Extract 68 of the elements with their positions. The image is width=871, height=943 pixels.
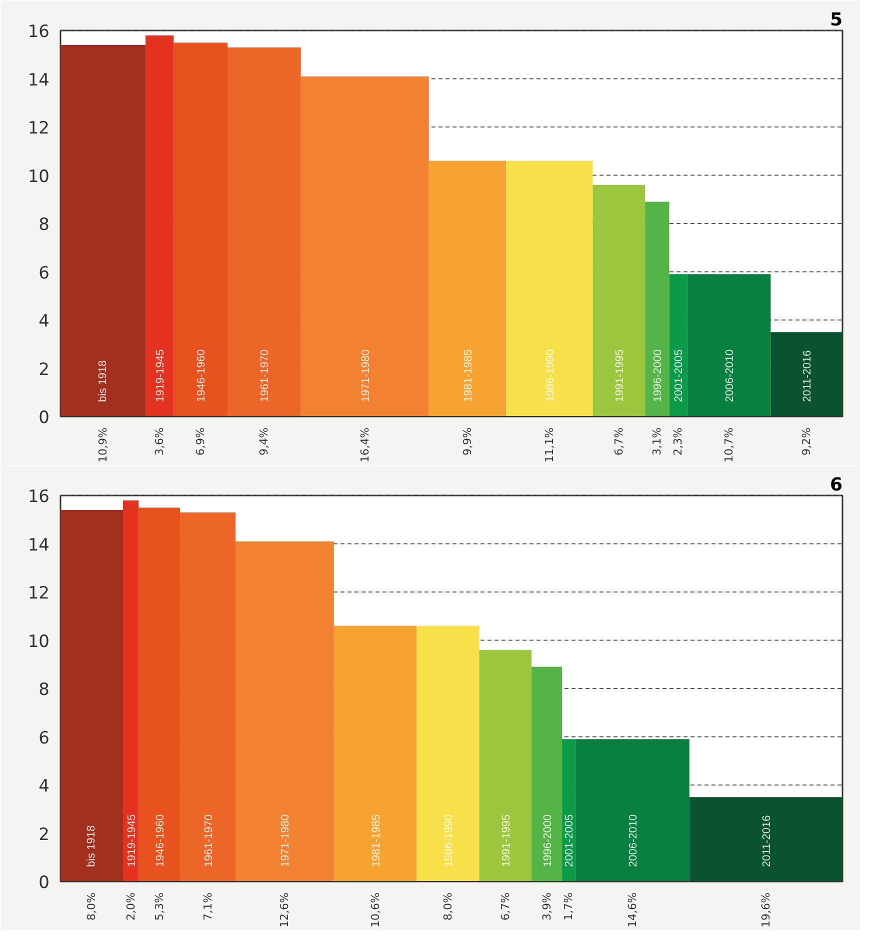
y-tick-label: 10 <box>28 632 50 652</box>
text: 16,4% <box>358 427 372 462</box>
text: 9,9% <box>461 427 474 456</box>
y-tick-label: 12 <box>28 584 50 604</box>
y-tick-label: 6 <box>38 263 50 284</box>
x-tick-label: 1996-2000 <box>542 814 554 868</box>
y-tick-label: 14 <box>28 535 50 556</box>
annotation: 5 <box>830 10 843 30</box>
x-tick-label: 2011-2016 <box>802 350 814 402</box>
text: 10,7% <box>722 427 736 462</box>
x-tick-label: 2006-2010 <box>724 349 736 402</box>
x-tick-label: 1981-1985 <box>370 814 382 868</box>
y-tick-label: 0 <box>38 408 50 428</box>
x-tick-label: 2001-2005 <box>673 349 686 402</box>
text: 6,9% <box>194 427 208 456</box>
text: 5,3% <box>152 892 166 920</box>
text: 2,3% <box>672 427 685 456</box>
x-tick-label: 1991-1995 <box>614 349 626 402</box>
x-tick-label: 1919-1945 <box>154 349 167 402</box>
y-tick-label: 0 <box>38 873 50 893</box>
y-tick-label: 8 <box>38 680 50 700</box>
x-tick-label: 1971-1980 <box>280 814 292 868</box>
y-tick-label: 2 <box>38 824 50 845</box>
y-tick-label: 10 <box>28 166 50 187</box>
text: 3,9% <box>540 892 554 920</box>
text: 12,6% <box>278 892 292 928</box>
x-tick-label: 1981-1985 <box>462 349 474 402</box>
y-tick-label: 16 <box>28 22 50 42</box>
y-tick-label: 14 <box>28 70 50 90</box>
text: 6,7% <box>498 892 512 920</box>
x-tick-label: 1961-1970 <box>202 814 215 868</box>
x-tick-label: 1986-1990 <box>544 349 556 402</box>
x-tick-label: 1996-2000 <box>652 349 664 402</box>
text: 7,1% <box>201 892 214 920</box>
x-tick-label: 2011-2016 <box>760 815 773 868</box>
x-tick-label: 1946-1960 <box>154 814 166 868</box>
y-tick-label: 8 <box>38 215 50 235</box>
y-tick-label: 16 <box>28 487 50 507</box>
text: 9,2% <box>800 427 814 456</box>
text: 14,6% <box>626 892 639 928</box>
text: 8,0% <box>441 892 454 920</box>
text: 1,7% <box>562 892 576 920</box>
y-tick-label: 6 <box>38 728 50 748</box>
y-tick-label: 2 <box>38 360 50 380</box>
y-tick-label: 4 <box>38 312 50 332</box>
x-tick-label: 1961-1970 <box>259 349 272 402</box>
y-tick-label: 4 <box>38 776 50 796</box>
text: 10,6% <box>368 892 382 928</box>
x-tick-label: 1919-1945 <box>126 814 138 868</box>
text: 8,0% <box>85 892 98 920</box>
text: 6,7% <box>612 427 626 456</box>
x-tick-label: 1971-1980 <box>360 349 372 402</box>
text: 3,6% <box>153 427 166 456</box>
text: 19,6% <box>759 892 772 928</box>
text: 10,9% <box>96 427 110 462</box>
x-tick-label: 2001-2005 <box>564 814 576 868</box>
x-tick-label: 1991-1995 <box>500 814 512 868</box>
x-tick-label: 1986-1990 <box>442 814 455 868</box>
text: 11,1% <box>542 427 556 462</box>
annotation: 6 <box>830 474 843 496</box>
text: 9,4% <box>258 427 271 456</box>
text: 3,1% <box>650 427 664 456</box>
x-tick-label: 2006-2010 <box>627 814 640 868</box>
y-tick-label: 12 <box>28 118 50 138</box>
x-tick-label: bis 1918 <box>97 360 110 402</box>
text: 2,0% <box>124 892 138 920</box>
x-tick-label: 1946-1960 <box>196 349 208 402</box>
x-tick-label: bis 1918 <box>86 825 98 868</box>
